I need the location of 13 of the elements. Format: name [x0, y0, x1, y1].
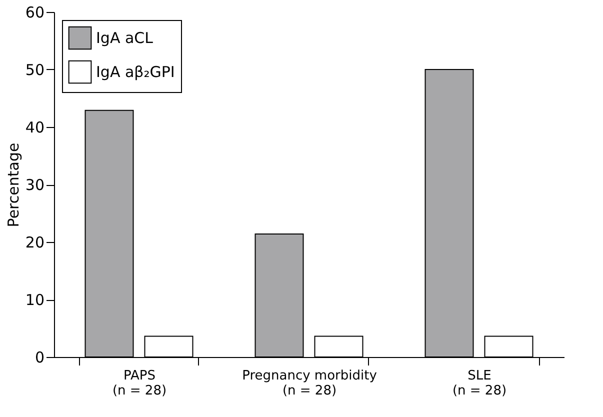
y-tick-label: 40 — [25, 118, 44, 136]
y-axis-title: Percentage — [4, 142, 22, 228]
y-tick-label: 60 — [25, 4, 44, 22]
x-tick-label: SLE (n = 28) — [452, 368, 507, 398]
y-tick-label: 50 — [25, 61, 44, 79]
x-tick-label: PAPS (n = 28) — [112, 368, 167, 398]
y-tick-label: 0 — [34, 348, 44, 366]
y-tick-label: 30 — [25, 176, 44, 194]
legend-label: IgA aβ₂GPI — [96, 63, 175, 81]
y-tick-label: 20 — [25, 234, 44, 252]
x-tick-label: Pregnancy morbidity (n = 28) — [242, 368, 378, 398]
y-tick-label: 10 — [25, 291, 44, 309]
legend-label: IgA aCL — [96, 29, 154, 47]
